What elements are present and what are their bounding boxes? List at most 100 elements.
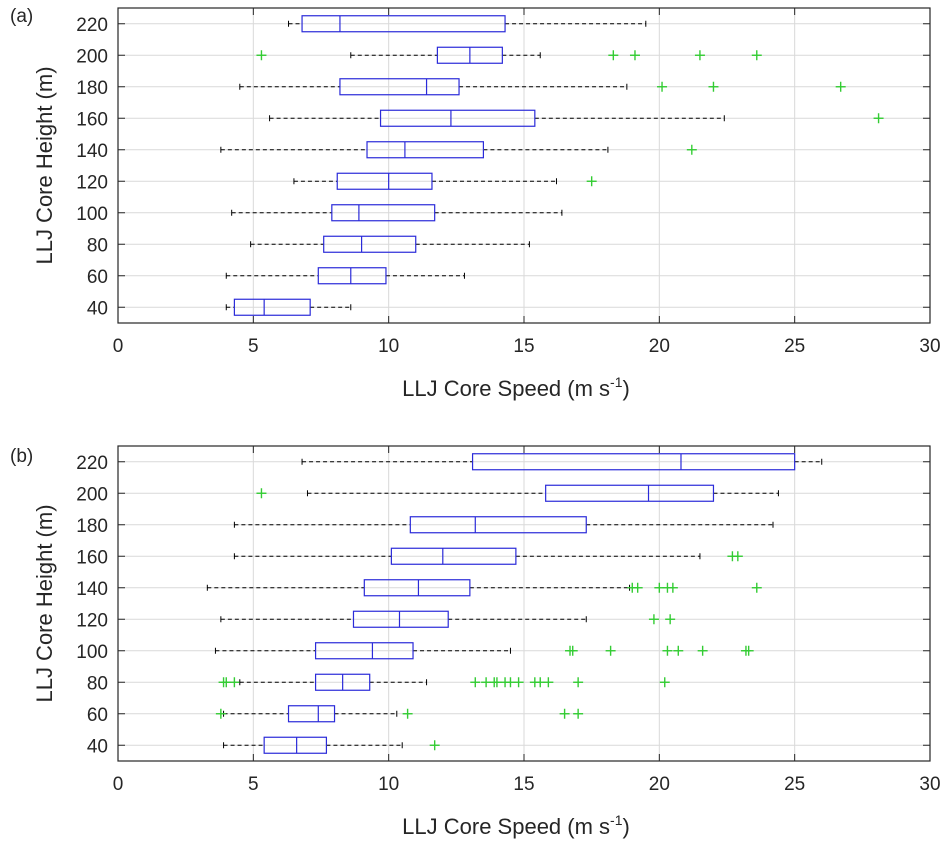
outlier-marker (567, 645, 578, 656)
iqr-box (352, 610, 449, 628)
iqr-box (287, 705, 336, 723)
box-180 (233, 516, 774, 534)
x-tick-label: 10 (378, 336, 399, 357)
y-tick-label: 200 (76, 484, 108, 505)
box-40 (223, 736, 440, 754)
iqr-box (379, 109, 536, 127)
iqr-box (317, 267, 387, 285)
iqr-box (233, 298, 311, 316)
panel-label: (a) (10, 6, 33, 27)
iqr-box (263, 736, 328, 754)
y-tick-label: 40 (87, 736, 108, 757)
outlier-marker (694, 50, 705, 61)
box-60 (215, 705, 584, 723)
y-tick-label: 80 (87, 235, 108, 256)
outlier-marker (608, 50, 619, 61)
box-80 (218, 673, 670, 691)
box-160 (233, 547, 743, 565)
x-tick-label: 30 (919, 336, 940, 357)
iqr-box (314, 642, 414, 660)
chart-panel-b: 0 5 10 15 20 25 30 40 60 80 100 120 140 160 180 200 220 L… (10, 445, 941, 839)
outlier-marker (873, 113, 884, 124)
x-tick-label: 25 (784, 336, 805, 357)
outlier-marker (629, 50, 640, 61)
outlier-marker (605, 645, 616, 656)
outlier-marker (667, 582, 678, 593)
iqr-box (363, 579, 471, 597)
x-tick-label: 15 (513, 774, 534, 795)
outlier-marker (648, 614, 659, 625)
outlier-marker (559, 708, 570, 719)
panel-label: (b) (10, 446, 33, 467)
outlier-marker (573, 708, 584, 719)
x-tick-label: 0 (113, 336, 124, 357)
x-tick-label: 20 (649, 774, 670, 795)
x-tick-label: 10 (378, 774, 399, 795)
box-60 (225, 267, 465, 285)
box-220 (301, 453, 823, 471)
box-140 (220, 141, 697, 159)
x-tick-label: 5 (248, 774, 259, 795)
box-100 (231, 204, 563, 222)
box-120 (293, 172, 597, 190)
outlier-marker (673, 645, 684, 656)
outlier-marker (429, 740, 440, 751)
outlier-marker (697, 645, 708, 656)
outlier-marker (732, 551, 743, 562)
y-tick-label: 120 (76, 610, 108, 631)
outlier-marker (229, 677, 240, 688)
outlier-marker (586, 176, 597, 187)
x-tick-label: 5 (248, 336, 259, 357)
outlier-marker (513, 677, 524, 688)
x-tick-label: 30 (919, 774, 940, 795)
outlier-marker (543, 677, 554, 688)
iqr-box (545, 484, 715, 502)
x-tick-label: 0 (113, 774, 124, 795)
box-80 (250, 235, 530, 253)
box-140 (206, 579, 762, 597)
iqr-box (331, 204, 436, 222)
y-tick-label: 60 (87, 267, 108, 288)
box-120 (220, 610, 676, 628)
box-200 (256, 484, 779, 502)
y-tick-label: 200 (76, 46, 108, 67)
box-200 (256, 46, 762, 64)
y-tick-label: 220 (76, 453, 108, 474)
iqr-box (366, 141, 485, 159)
y-tick-label: 140 (76, 579, 108, 600)
y-tick-label: 80 (87, 673, 108, 694)
outlier-marker (256, 50, 267, 61)
outlier-marker (662, 645, 673, 656)
outlier-marker (632, 582, 643, 593)
iqr-box (409, 516, 587, 534)
y-tick-label: 100 (76, 642, 108, 663)
outlier-marker (708, 81, 719, 92)
iqr-box (336, 172, 433, 190)
outlier-marker (835, 81, 846, 92)
y-tick-label: 40 (87, 298, 108, 319)
box-160 (269, 109, 884, 127)
outlier-marker (686, 144, 697, 155)
y-axis-title: LLJ Core Height (m) (32, 504, 57, 702)
x-tick-label: 15 (513, 336, 534, 357)
box-40 (225, 298, 352, 316)
iqr-box (390, 547, 517, 565)
outlier-marker (215, 708, 226, 719)
outlier-marker (573, 677, 584, 688)
y-tick-label: 120 (76, 172, 108, 193)
y-tick-label: 60 (87, 705, 108, 726)
y-tick-label: 160 (76, 109, 108, 130)
outlier-marker (659, 677, 670, 688)
outlier-marker (256, 488, 267, 499)
x-axis-title: LLJ Core Speed (m s-1) (402, 812, 630, 839)
iqr-box (471, 453, 796, 471)
iqr-box (339, 78, 460, 96)
box-180 (239, 78, 846, 96)
outlier-marker (657, 81, 668, 92)
y-tick-label: 220 (76, 15, 108, 36)
outlier-marker (743, 645, 754, 656)
y-tick-label: 160 (76, 547, 108, 568)
box-220 (288, 15, 647, 33)
